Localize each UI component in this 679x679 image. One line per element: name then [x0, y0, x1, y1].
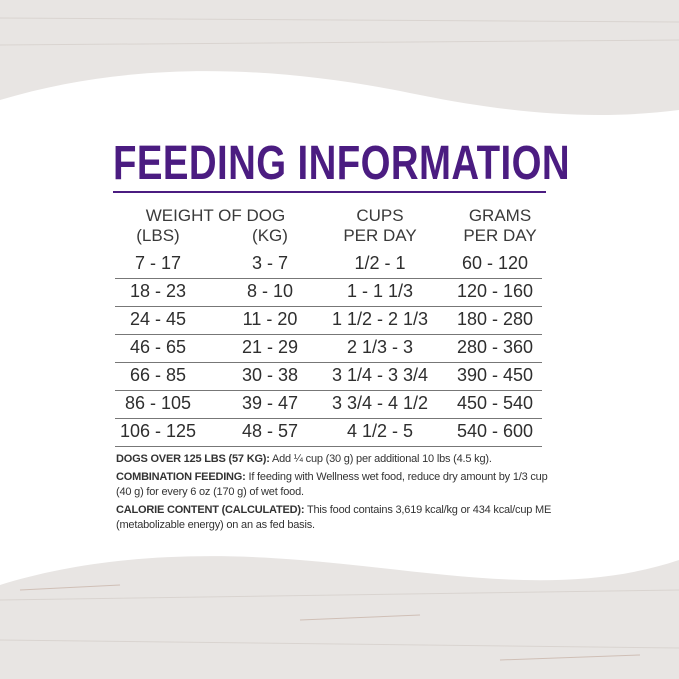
cell-kg: 48 - 57	[241, 421, 299, 441]
cell-grams: 280 - 360	[456, 337, 534, 357]
cell-grams: 540 - 600	[456, 421, 534, 441]
table-row: 66 - 85 30 - 38 3 1/4 - 3 3/4 390 - 450	[115, 362, 542, 391]
table-row: 106 - 125 48 - 57 4 1/2 - 5 540 - 600	[115, 418, 542, 447]
cell-kg: 11 - 20	[242, 309, 298, 329]
cell-cups: 2 1/3 - 3	[346, 337, 414, 357]
title-rule	[113, 191, 546, 193]
cell-lbs: 7 - 17	[134, 253, 182, 273]
header-weight: WEIGHT OF DOG	[145, 206, 286, 225]
cell-cups: 1/2 - 1	[354, 253, 406, 273]
cell-lbs: 18 - 23	[129, 281, 187, 301]
table-row: 46 - 65 21 - 29 2 1/3 - 3 280 - 360	[115, 334, 542, 363]
cell-cups: 1 1/2 - 2 1/3	[331, 309, 429, 329]
header-grams-line2: PER DAY	[463, 226, 537, 245]
white-card	[0, 71, 679, 585]
header-cups-line1: CUPS	[356, 206, 404, 225]
cell-kg: 39 - 47	[241, 393, 299, 413]
header-lbs: (LBS)	[136, 226, 180, 245]
cell-kg: 8 - 10	[246, 281, 294, 301]
note-combination: COMBINATION FEEDING: If feeding with Wel…	[116, 470, 556, 500]
cell-grams: 180 - 280	[456, 309, 534, 329]
cell-lbs: 24 - 45	[129, 309, 187, 329]
cell-cups: 4 1/2 - 5	[346, 421, 414, 441]
note-label: CALORIE CONTENT (CALCULATED):	[116, 504, 305, 516]
note-text: This food contains 3,619 kcal/kg or 434 …	[116, 504, 552, 531]
cell-kg: 30 - 38	[241, 365, 299, 385]
cell-kg: 3 - 7	[251, 253, 289, 273]
cell-grams: 390 - 450	[456, 365, 534, 385]
note-text: If feeding with Wellness wet food, reduc…	[116, 471, 548, 498]
cell-cups: 1 - 1 1/3	[346, 281, 414, 301]
cell-lbs: 46 - 65	[129, 337, 187, 357]
note-label: DOGS OVER 125 LBS (57 KG):	[116, 453, 270, 465]
header-cups: CUPS PER DAY	[320, 206, 440, 246]
cell-grams: 120 - 160	[456, 281, 534, 301]
cell-lbs: 86 - 105	[124, 393, 192, 413]
note-large-dogs: DOGS OVER 125 LBS (57 KG): Add ¼ cup (30…	[116, 452, 556, 467]
header-grams: GRAMS PER DAY	[445, 206, 555, 246]
header-grams-line1: GRAMS	[468, 206, 532, 225]
table-row: 18 - 23 8 - 10 1 - 1 1/3 120 - 160	[115, 278, 542, 307]
cell-grams: 60 - 120	[461, 253, 529, 273]
cell-grams: 450 - 540	[456, 393, 534, 413]
page-title: FEEDING INFORMATION	[113, 137, 570, 190]
header-cups-line2: PER DAY	[343, 226, 417, 245]
cell-cups: 3 3/4 - 4 1/2	[331, 393, 429, 413]
cell-lbs: 106 - 125	[119, 421, 197, 441]
cell-cups: 3 1/4 - 3 3/4	[331, 365, 429, 385]
table-row: 86 - 105 39 - 47 3 3/4 - 4 1/2 450 - 540	[115, 390, 542, 419]
note-text: Add ¼ cup (30 g) per additional 10 lbs (…	[269, 453, 492, 465]
cell-lbs: 66 - 85	[129, 365, 187, 385]
table-row: 7 - 17 3 - 7 1/2 - 1 60 - 120	[115, 250, 542, 279]
header-kg: (KG)	[252, 226, 288, 245]
table-row: 24 - 45 11 - 20 1 1/2 - 2 1/3 180 - 280	[115, 306, 542, 335]
note-label: COMBINATION FEEDING:	[116, 471, 246, 483]
cell-kg: 21 - 29	[241, 337, 299, 357]
note-calories: CALORIE CONTENT (CALCULATED): This food …	[116, 503, 556, 533]
